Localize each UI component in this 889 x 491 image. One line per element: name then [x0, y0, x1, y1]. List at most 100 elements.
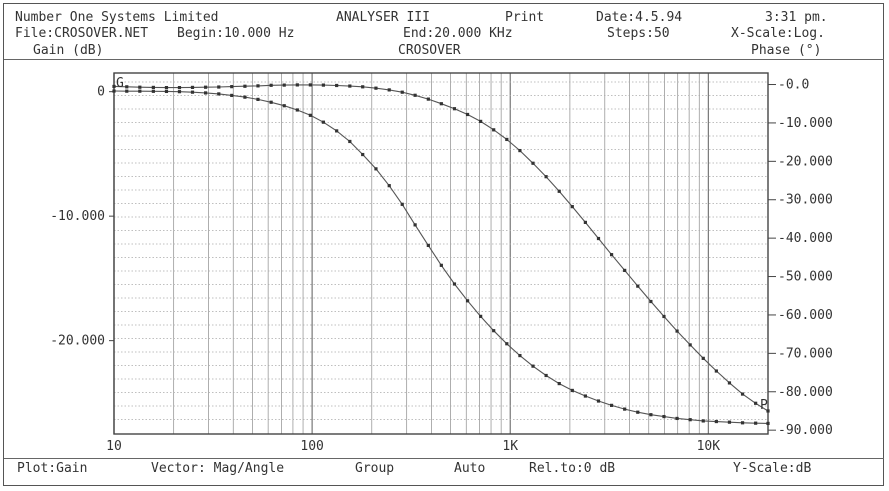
time-label: 3:31 pm. — [765, 10, 828, 25]
data-point — [544, 175, 548, 179]
data-point — [256, 84, 260, 88]
date-label: Date:4.5.94 — [596, 10, 683, 25]
data-point — [426, 243, 430, 248]
data-point — [570, 205, 574, 209]
data-point — [675, 329, 679, 333]
data-point — [217, 92, 221, 96]
grid-lines — [113, 73, 769, 434]
data-point — [623, 407, 627, 411]
data-point — [583, 394, 587, 398]
series-marker-label: P — [760, 398, 768, 413]
data-point — [230, 93, 234, 98]
y2-axis-title: Phase (°) — [751, 43, 822, 58]
data-point — [596, 399, 601, 403]
data-point — [688, 418, 692, 422]
data-point — [740, 421, 745, 425]
tick-labels: 10 100 1K 10K 0 -10.000 -20.000 -0.0 -10.000 -20.… — [50, 76, 833, 454]
data-point — [413, 93, 417, 97]
window-frame — [3, 3, 884, 486]
y2-tick-label: -80.000 — [778, 385, 833, 400]
data-point — [662, 314, 666, 319]
series-G — [112, 89, 770, 426]
data-point — [164, 85, 169, 90]
series-marker-label: G — [116, 76, 124, 91]
data-point — [125, 89, 129, 93]
data-point — [518, 148, 522, 153]
header-separator — [4, 59, 884, 60]
data-point — [151, 89, 155, 93]
data-point — [492, 128, 496, 132]
y-axis-title: Gain (dB) — [33, 43, 104, 58]
data-point — [649, 413, 653, 417]
y-tick-label: -10.000 — [50, 209, 105, 224]
data-point — [138, 85, 142, 89]
data-point — [177, 90, 182, 94]
steps-label: Steps:50 — [607, 26, 670, 41]
y2-tick-label: -70.000 — [778, 346, 833, 361]
data-point — [295, 108, 299, 112]
data-point — [531, 161, 535, 165]
data-point — [138, 89, 142, 93]
chart-title: CROSOVER — [398, 43, 461, 58]
end-freq: End:20.000 KHz — [403, 26, 513, 41]
data-point — [426, 97, 430, 101]
yscale-label: Y-Scale:dB — [733, 461, 812, 476]
plot-mode: Plot:Gain — [17, 461, 88, 476]
data-point — [348, 84, 352, 88]
data-point — [269, 83, 273, 87]
x-tick-label: 10K — [697, 439, 721, 454]
series — [112, 83, 770, 426]
data-point — [374, 167, 378, 171]
data-point — [649, 299, 653, 304]
data-point — [623, 268, 627, 272]
data-point — [321, 120, 325, 124]
series-line — [113, 84, 769, 412]
data-point — [439, 263, 443, 267]
y2-tick-label: -60.000 — [778, 308, 833, 323]
data-point — [256, 97, 260, 101]
y2-tick-label: -10.000 — [778, 116, 833, 131]
data-point — [479, 119, 483, 123]
data-point — [662, 414, 666, 419]
data-point — [282, 83, 286, 87]
company-name: Number One Systems Limited — [15, 10, 219, 25]
data-point — [479, 314, 483, 318]
data-point — [112, 89, 116, 93]
y-tick-label: -20.000 — [50, 334, 105, 349]
data-point — [308, 83, 312, 87]
data-point — [217, 85, 221, 89]
data-point — [636, 410, 640, 414]
file-label: File:CROSOVER.NET — [15, 26, 149, 41]
data-point — [714, 369, 718, 373]
y2-tick-label: -40.000 — [778, 231, 833, 246]
data-point — [190, 85, 195, 90]
data-point — [374, 86, 378, 90]
data-point — [727, 420, 732, 424]
auto-label: Auto — [454, 461, 486, 476]
data-point — [204, 91, 208, 95]
y2-tick-label: -20.000 — [778, 154, 833, 169]
data-point — [230, 85, 234, 89]
axes — [109, 72, 776, 435]
data-point — [400, 90, 404, 94]
data-point — [531, 364, 535, 368]
data-point — [321, 83, 325, 87]
data-point — [557, 189, 561, 193]
series-P — [112, 83, 770, 413]
data-point — [452, 282, 457, 286]
data-point — [557, 381, 561, 386]
x-tick-label: 1K — [502, 439, 518, 454]
data-point — [688, 343, 692, 347]
data-point — [766, 421, 770, 426]
data-point — [204, 85, 208, 89]
data-point — [151, 85, 155, 90]
data-point — [570, 388, 574, 393]
data-point — [754, 421, 758, 425]
data-point — [243, 84, 247, 88]
data-point — [361, 152, 365, 157]
data-point — [387, 184, 391, 188]
data-point — [727, 381, 732, 385]
data-point — [348, 139, 352, 144]
data-point — [335, 83, 339, 88]
